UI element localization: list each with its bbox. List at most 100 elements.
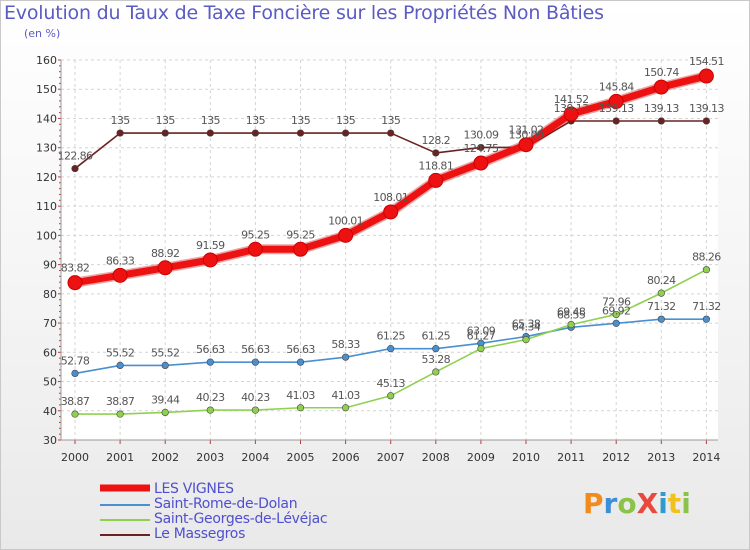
data-point: [518, 137, 534, 153]
x-tick-label: 2005: [287, 451, 315, 464]
data-point: [612, 319, 620, 327]
data-label: 64.34: [512, 321, 541, 334]
data-label: 139.13: [644, 102, 679, 115]
data-point: [206, 358, 214, 366]
x-tick-label: 2003: [196, 451, 224, 464]
data-point: [702, 117, 711, 125]
data-label: 39.44: [151, 393, 180, 406]
data-label: 150.74: [644, 66, 679, 79]
y-tick-label: 80: [43, 288, 57, 301]
logo-letter: X: [636, 487, 659, 520]
data-point: [522, 336, 530, 344]
data-label: 95.25: [286, 228, 315, 241]
x-tick-label: 2004: [241, 451, 269, 464]
data-label: 55.52: [151, 346, 180, 359]
y-tick-label: 120: [36, 171, 57, 184]
legend-label-saint-rome: Saint-Rome-de-Dolan: [154, 496, 298, 512]
data-label: 86.33: [106, 254, 135, 267]
data-point: [116, 129, 124, 137]
data-point: [387, 345, 395, 353]
data-label: 38.87: [61, 395, 90, 408]
data-point: [383, 204, 399, 220]
data-label: 91.59: [196, 239, 225, 252]
data-label: 145.84: [599, 80, 634, 93]
data-label: 83.82: [61, 262, 90, 275]
data-label: 141.52: [554, 93, 589, 106]
data-point: [161, 361, 169, 370]
data-point: [338, 227, 354, 243]
data-label: 52.78: [61, 354, 90, 367]
logo-letter: r: [603, 487, 618, 520]
legend-label-saint-georges: Saint-Georges-de-Lévéjac: [154, 511, 328, 527]
data-point: [342, 353, 350, 361]
data-label: 124.75: [463, 142, 498, 155]
data-label: 56.63: [196, 343, 225, 356]
plot-area: [61, 60, 718, 440]
x-tick-label: 2008: [422, 451, 450, 464]
data-point: [387, 129, 395, 137]
y-tick-label: 90: [43, 259, 57, 272]
data-label: 88.92: [151, 247, 180, 260]
y-tick-label: 30: [43, 434, 57, 447]
logo-letter: t: [667, 487, 682, 520]
data-point: [567, 320, 575, 329]
data-label: 61.27: [467, 330, 496, 343]
data-label: 38.87: [106, 395, 135, 408]
data-point: [206, 129, 214, 137]
x-tick-label: 2012: [602, 451, 630, 464]
data-point: [432, 149, 440, 157]
data-point: [157, 260, 173, 276]
y-tick-label: 60: [43, 346, 57, 359]
legend-swatch-saint-georges: [100, 519, 150, 521]
data-point: [116, 361, 124, 370]
data-label: 41.03: [331, 389, 360, 402]
data-point: [71, 164, 79, 173]
data-label: 108.01: [373, 191, 408, 204]
data-label: 65.38: [512, 318, 541, 331]
data-label: 130.09: [463, 128, 498, 141]
data-point: [432, 345, 440, 353]
data-label: 154.51: [689, 55, 724, 68]
data-point: [251, 406, 259, 414]
data-label: 128.2: [422, 134, 451, 147]
data-label: 139.13: [554, 102, 589, 115]
data-point: [342, 129, 350, 137]
data-label: 72.96: [602, 295, 631, 308]
data-point: [612, 310, 620, 319]
y-tick-label: 50: [43, 376, 57, 389]
data-point: [608, 93, 624, 109]
data-label: 139.13: [689, 102, 724, 115]
legend-label-les-vignes: LES VIGNES: [154, 481, 234, 497]
data-label: 135: [381, 114, 401, 127]
data-point: [251, 129, 259, 137]
data-label: 122.86: [58, 150, 93, 163]
data-label: 53.28: [422, 353, 451, 366]
data-label: 63.09: [467, 324, 496, 337]
data-point: [247, 241, 263, 257]
data-label: 135: [156, 114, 176, 127]
data-label: 88.26: [692, 251, 721, 264]
data-label: 71.32: [692, 300, 721, 313]
data-label: 61.25: [376, 330, 405, 343]
data-label: 61.25: [422, 330, 451, 343]
x-tick-label: 2000: [61, 451, 89, 464]
x-tick-label: 2006: [332, 451, 360, 464]
y-tick-label: 140: [36, 112, 57, 125]
data-label: 95.25: [241, 228, 270, 241]
data-point: [342, 404, 350, 412]
data-point: [296, 358, 305, 366]
data-label: 55.52: [106, 346, 135, 359]
data-point: [612, 117, 620, 125]
chart-title: Evolution du Taux de Taxe Foncière sur l…: [4, 2, 604, 24]
data-label: 139.13: [599, 102, 634, 115]
data-point: [251, 358, 259, 366]
x-tick-label: 2011: [557, 451, 585, 464]
data-label: 71.32: [647, 300, 676, 313]
data-point: [71, 410, 79, 418]
data-point: [67, 275, 83, 291]
data-label: 118.81: [418, 159, 453, 172]
data-point: [473, 155, 489, 171]
data-point: [657, 315, 665, 323]
data-label: 45.13: [376, 377, 405, 390]
